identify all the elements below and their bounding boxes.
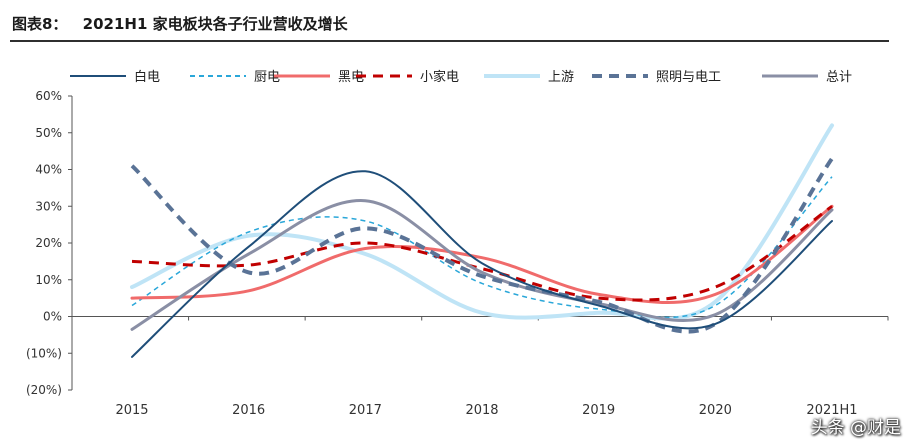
series-line-0 bbox=[131, 170, 833, 358]
x-tick-label: 2015 bbox=[115, 403, 148, 418]
series-line-1 bbox=[131, 176, 833, 319]
figure-label: 图表8： bbox=[12, 15, 68, 33]
y-tick-label: 10% bbox=[35, 273, 62, 287]
figure-title: 2021H1 家电板块各子行业营收及增长 bbox=[82, 15, 348, 33]
y-tick-label: (10%) bbox=[26, 346, 62, 360]
series-line-3 bbox=[131, 205, 833, 302]
y-tick-label: 20% bbox=[35, 236, 62, 250]
header-rule bbox=[10, 40, 889, 42]
watermark: 头条 @财是 bbox=[810, 418, 901, 438]
x-tick-label: 2018 bbox=[465, 403, 498, 418]
y-tick-label: 0% bbox=[43, 310, 62, 324]
legend-label-6: 总计 bbox=[826, 70, 852, 85]
legend-label-4: 上游 bbox=[548, 70, 574, 85]
legend-label-0: 白电 bbox=[134, 69, 160, 85]
series-line-5 bbox=[130, 157, 834, 334]
x-tick-label: 2019 bbox=[582, 403, 615, 418]
figure-caption: 图表8： 2021H1 家电板块各子行业营收及增长 bbox=[12, 13, 358, 34]
y-tick-label: (20%) bbox=[26, 383, 62, 397]
x-tick-label: 2016 bbox=[232, 403, 265, 418]
series-lines bbox=[130, 123, 834, 358]
figure-header: 图表8： 2021H1 家电板块各子行业营收及增长 bbox=[0, 0, 909, 42]
series-line-6 bbox=[130, 199, 834, 331]
legend-label-2: 黑电 bbox=[338, 70, 364, 85]
x-tick-label: 2020 bbox=[699, 403, 732, 418]
y-tick-label: 30% bbox=[35, 199, 62, 213]
series-line-2 bbox=[130, 204, 834, 304]
legend-label-3: 小家电 bbox=[420, 69, 459, 85]
legend: 白电 厨电 黑电 小家电 上游 照明与电工 总计 bbox=[70, 69, 852, 85]
x-tick-label: 2017 bbox=[349, 403, 382, 418]
legend-label-1: 厨电 bbox=[254, 70, 280, 85]
x-tick-label: 2021H1 bbox=[806, 403, 857, 418]
y-tick-label: 40% bbox=[35, 163, 62, 177]
y-tick-label: 50% bbox=[35, 126, 62, 140]
legend-label-5: 照明与电工 bbox=[656, 70, 721, 85]
y-tick-label: 60% bbox=[35, 89, 62, 103]
